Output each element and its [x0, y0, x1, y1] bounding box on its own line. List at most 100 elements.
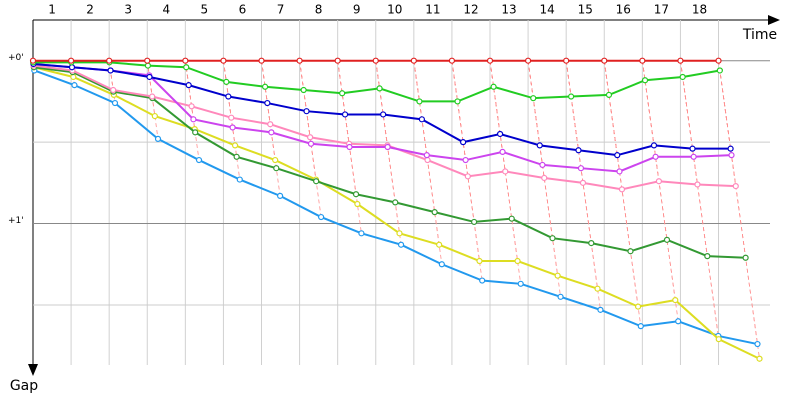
gap-point [154, 135, 162, 142]
gap-point [220, 57, 227, 64]
gap-point [677, 57, 684, 64]
gap-point [307, 140, 315, 147]
gap-point [727, 145, 734, 152]
gap-point [672, 296, 679, 304]
gap-point [650, 142, 658, 149]
gap-point [716, 67, 723, 74]
gap-point [396, 230, 403, 237]
gap-point [341, 111, 349, 118]
gap-point [384, 143, 391, 151]
gap-point [462, 156, 469, 164]
gap-point [641, 77, 649, 84]
gap-point [358, 230, 365, 237]
gap-point [151, 112, 158, 120]
gap-point [424, 156, 431, 164]
gap-point [300, 86, 307, 94]
gap-point [704, 253, 711, 260]
lap-label: 5 [201, 3, 209, 17]
gap-point [464, 173, 471, 180]
gap-point [663, 236, 671, 243]
gap-line [33, 62, 732, 173]
lap-label: 7 [277, 3, 285, 17]
gap-point [502, 168, 509, 175]
gap-point [146, 73, 153, 81]
gap-point [486, 57, 494, 64]
lap-label: 14 [539, 3, 554, 17]
gap-point [490, 83, 497, 90]
gap-point [577, 165, 585, 172]
gap-point [605, 91, 613, 99]
gap-point [637, 323, 644, 330]
gap-point [303, 108, 310, 115]
gap-point [258, 57, 265, 64]
gap-point [334, 57, 341, 64]
lap-connector [146, 60, 159, 139]
gap-point [267, 121, 274, 128]
gap-point [261, 83, 269, 90]
gap-point [728, 152, 735, 159]
gap-point [68, 64, 76, 71]
lap-label: 18 [692, 3, 707, 17]
gap-point [410, 57, 417, 64]
gap-point [354, 200, 361, 208]
gap-point [372, 57, 379, 64]
gap-point [276, 192, 284, 199]
gap-point [29, 57, 37, 64]
lap-connector [641, 60, 679, 322]
lap-connector [680, 60, 719, 336]
gap-point [652, 153, 659, 160]
gap-point [106, 57, 113, 64]
gap-point [539, 161, 546, 169]
lap-label: 12 [463, 3, 478, 17]
gap-point [568, 93, 575, 100]
gap-point [317, 213, 325, 221]
lap-connector [603, 60, 642, 327]
lap-connector [184, 60, 200, 161]
gap-point [273, 165, 280, 172]
lap-connector [451, 60, 483, 281]
gap-point [110, 86, 117, 94]
gap-point [618, 186, 626, 193]
y-axis-arrow [28, 364, 38, 376]
gap-point [524, 57, 532, 64]
y-tick-label: +1' [8, 216, 24, 226]
lap-connector [413, 60, 443, 265]
gap-point [231, 142, 239, 149]
gap-point [517, 280, 524, 287]
gap-point [690, 153, 697, 160]
gap-point [601, 57, 608, 64]
lap-connector [527, 60, 534, 99]
lap-label: 17 [654, 3, 669, 17]
lap-connector [299, 60, 317, 182]
lap-label: 15 [578, 3, 593, 17]
y-tick-label: +0' [8, 53, 24, 63]
gap-point [563, 57, 570, 64]
gap-point [575, 147, 582, 154]
gap-line [33, 66, 746, 259]
gap-point [436, 241, 443, 248]
gap-point [397, 241, 405, 248]
gap-point [188, 103, 195, 110]
gap-point [233, 153, 240, 160]
gap-point [742, 254, 749, 261]
gap-point [264, 99, 271, 107]
lap-label: 9 [353, 3, 361, 17]
gap-point [549, 235, 556, 242]
gap-point [689, 145, 696, 152]
gap-point [149, 93, 156, 100]
gap-point [579, 179, 587, 186]
gap-point [627, 248, 634, 255]
gap-point [346, 143, 353, 151]
gap-point [448, 57, 456, 64]
gap-point [107, 67, 114, 74]
gap-point [471, 218, 478, 226]
gap-point [272, 156, 279, 164]
lap-label: 3 [124, 3, 132, 17]
gap-point [183, 64, 190, 71]
gap-line [33, 64, 736, 191]
gap-point [339, 90, 346, 97]
gap-point [594, 285, 601, 292]
gap-point [499, 148, 506, 156]
gap-point [715, 336, 722, 343]
lap-label: 13 [501, 3, 516, 17]
